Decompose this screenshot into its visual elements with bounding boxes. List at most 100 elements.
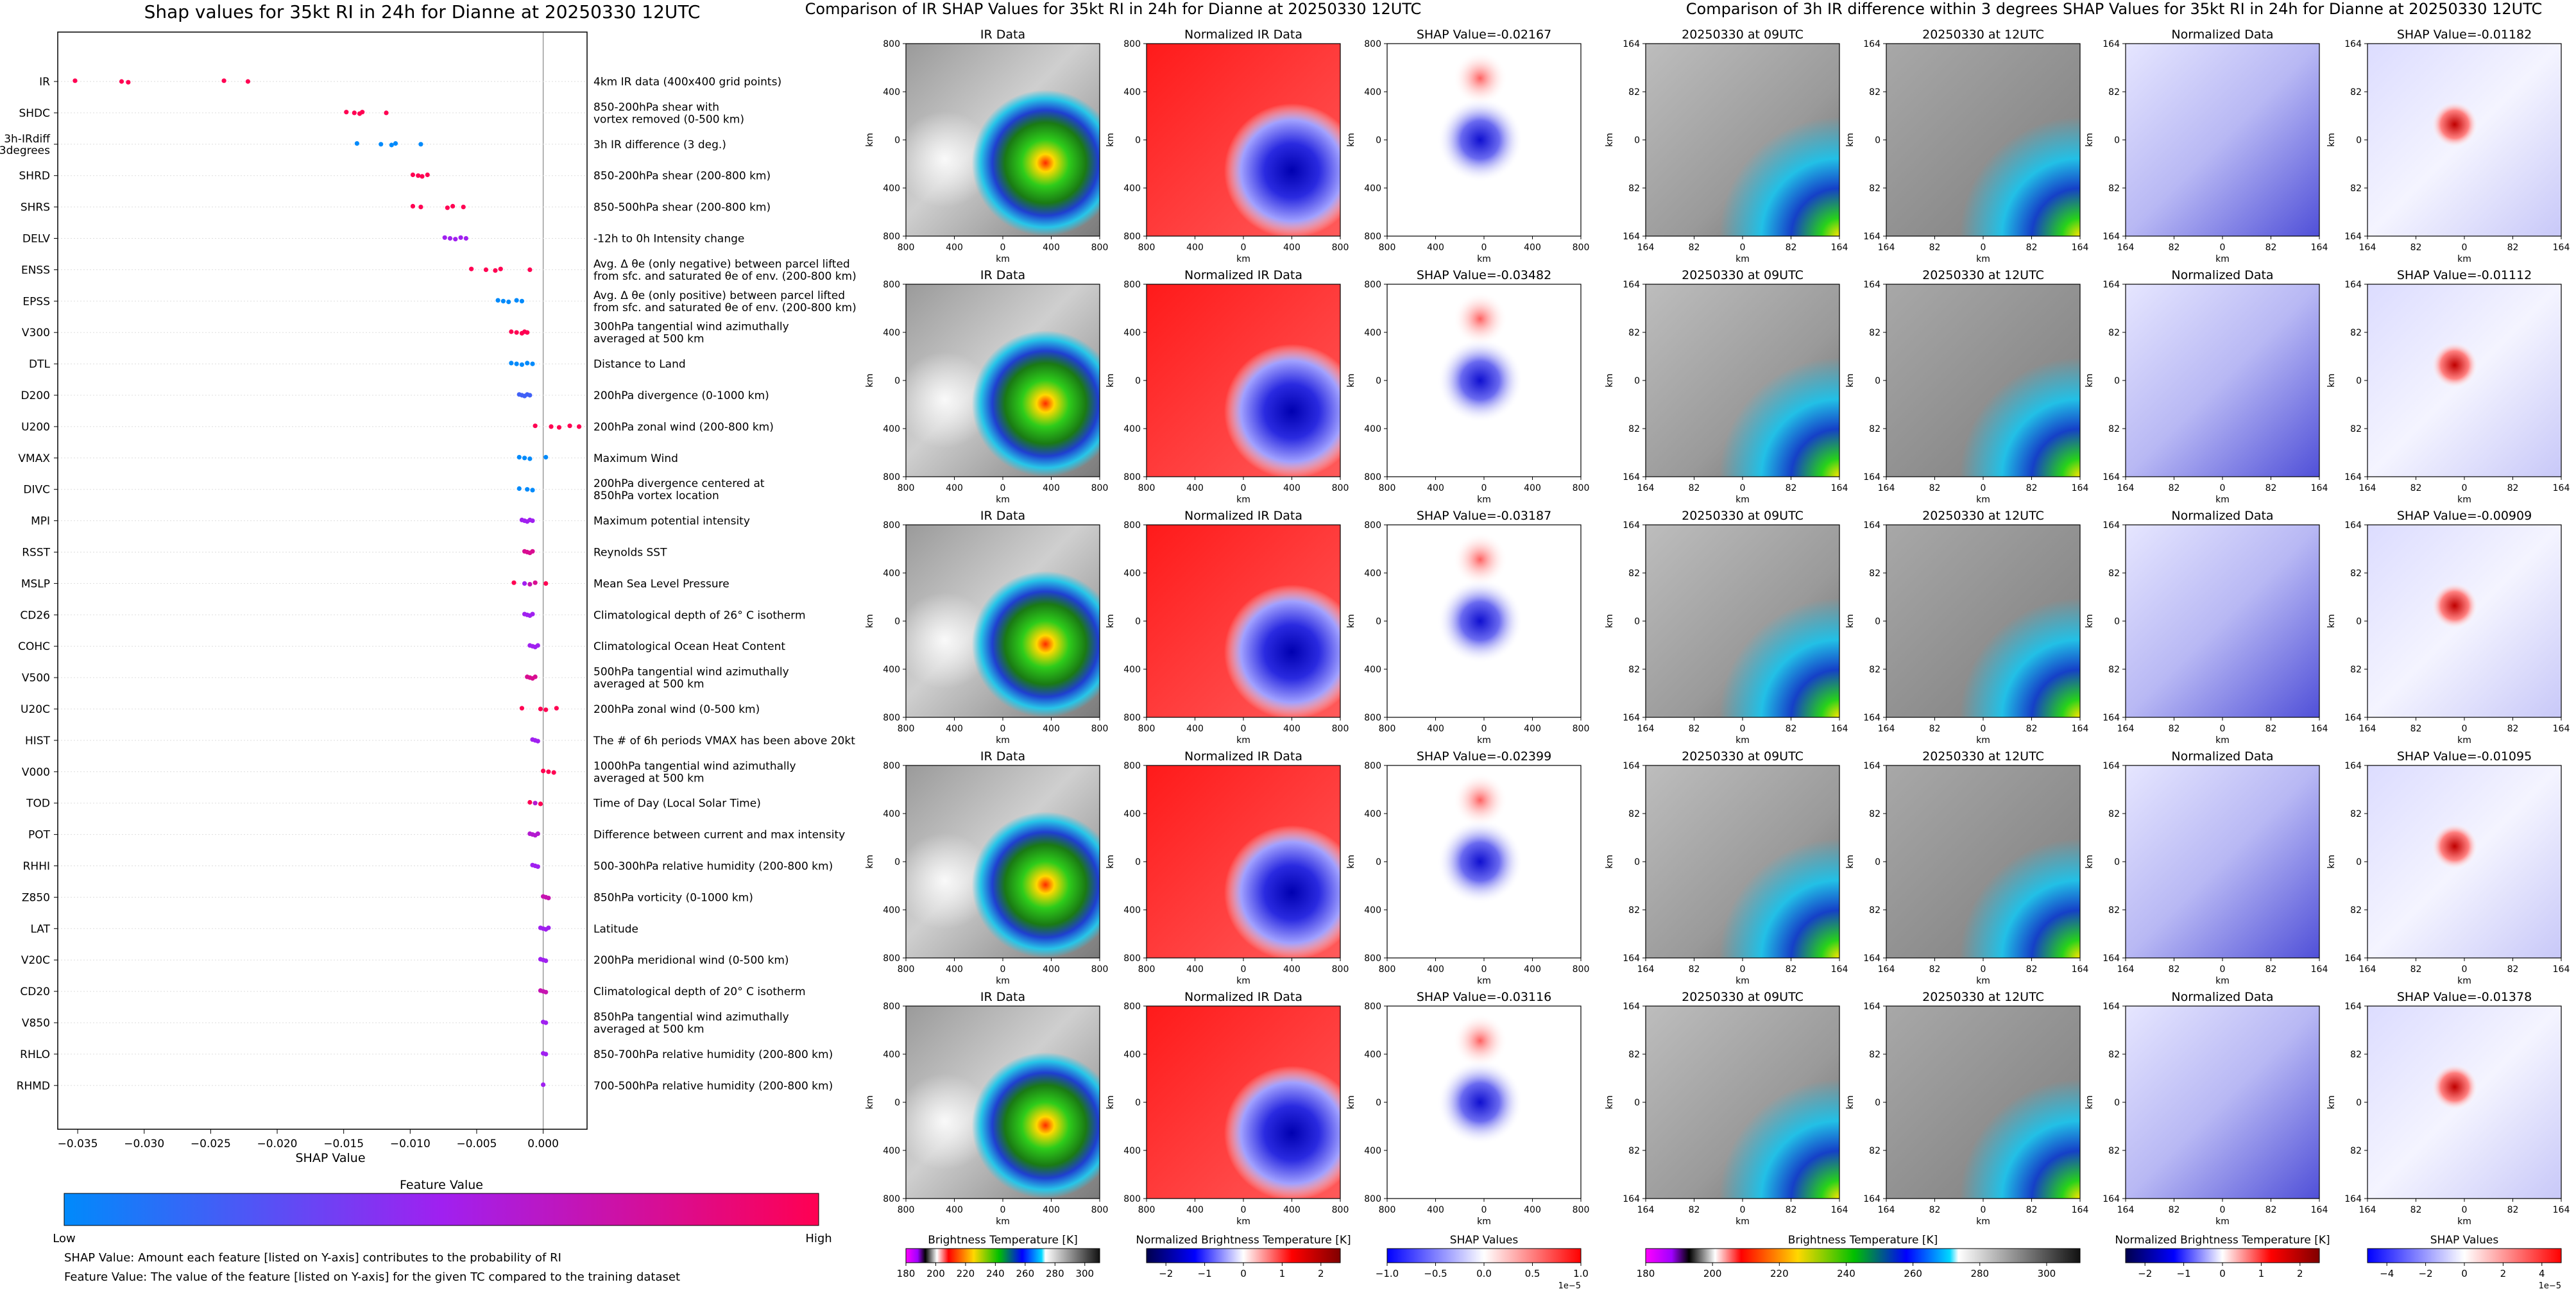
colorbar [1146, 1248, 1341, 1263]
panel-ytick-label: 800 [1123, 1194, 1141, 1204]
feature-code: V500 [22, 672, 50, 685]
shap-point [533, 580, 538, 585]
shap-point [543, 1020, 549, 1025]
shap-point [543, 958, 549, 963]
panel-xlabel: km [2457, 495, 2471, 505]
panel-ytick-label: 0 [1376, 1098, 1381, 1108]
feature-code: U200 [21, 421, 50, 434]
normalized-ir-image-storm [1147, 1006, 1340, 1199]
panel-ytick-label: 0 [2356, 857, 2362, 867]
panel-ytick-label: 82 [1628, 328, 1640, 338]
shap-point [535, 831, 540, 836]
panel-xtick-label: 164 [1878, 724, 1895, 734]
panel-xlabel: km [1736, 976, 1750, 986]
panel-ytick-label: 400 [1364, 424, 1381, 434]
feature-code: CD26 [20, 609, 50, 622]
panel-xtick-label: 400 [1524, 1205, 1541, 1215]
shap-point [567, 423, 572, 429]
panel-ytick-label: 82 [1869, 665, 1881, 675]
shap-point [221, 78, 226, 83]
panel-title: Normalized Data [2171, 990, 2273, 1004]
panel-title: IR Data [980, 990, 1025, 1004]
panel-ytick-label: 800 [1364, 280, 1381, 290]
panel-ytick-label: 82 [1628, 1050, 1640, 1060]
panel-ytick-label: 400 [1123, 905, 1141, 916]
panel-xtick-label: 0 [1740, 243, 1746, 253]
panel-ytick-label: 164 [1863, 280, 1881, 290]
feature-colorbar-low: Low [53, 1232, 75, 1245]
panel-ylabel: km [1605, 1095, 1615, 1109]
panel-ytick-label: 400 [883, 87, 900, 98]
panel-ytick-label: 164 [1623, 1002, 1640, 1012]
panel-xtick-label: 0 [1740, 964, 1746, 975]
panel-ytick-label: 800 [1123, 953, 1141, 964]
panel-title: Normalized IR Data [1184, 990, 1302, 1004]
feature-colorbar-title: Feature Value [400, 1178, 483, 1192]
panel-xtick-label: 164 [2117, 483, 2135, 493]
colorbar-tick-label: 0.0 [1476, 1268, 1492, 1279]
beeswarm-plot: IR 4km IR data (400x400 grid points) SHDC 8… [0, 31, 857, 1165]
panel-xtick-label: 0 [2462, 1205, 2468, 1215]
feature-code: V20C [21, 954, 50, 967]
colorbar-label: SHAP Values [1450, 1234, 1519, 1247]
panel-ytick-label: 800 [1364, 953, 1381, 964]
panel-title: Normalized Data [2171, 268, 2273, 282]
normalized-diff-image [2126, 44, 2319, 236]
diff-shap-positive [2367, 44, 2561, 236]
panel-xtick-label: 400 [1524, 483, 1541, 493]
panel-ytick-label: 0 [1135, 376, 1141, 386]
panel-ytick-label: 800 [883, 761, 900, 771]
panel-title: Normalized Data [2171, 28, 2273, 42]
panel-xtick-label: 800 [1138, 724, 1156, 734]
panel-ytick-label: 0 [1135, 135, 1141, 146]
panel-ytick-label: 82 [1628, 184, 1640, 194]
panel-xtick-label: 400 [1186, 483, 1204, 493]
panel-xtick-label: 164 [2553, 724, 2570, 734]
panel-ytick-label: 0 [1376, 135, 1381, 146]
panel-ytick-label: 164 [2344, 1002, 2362, 1012]
shap-point [511, 580, 516, 585]
ir-image-storm [906, 1006, 1100, 1199]
panel-xtick-label: 164 [1637, 483, 1655, 493]
panel-xtick-label: 164 [2553, 964, 2570, 975]
shap-point [543, 581, 549, 586]
panel-ytick-label: 800 [1364, 713, 1381, 723]
panel-ytick-label: 82 [1869, 1050, 1881, 1060]
panel-xlabel: km [1477, 254, 1491, 264]
panel-xtick-label: 82 [2410, 1205, 2422, 1215]
panel-xtick-label: 164 [2553, 1205, 2570, 1215]
panel-ytick-label: 0 [894, 135, 900, 146]
panel-ytick-label: 400 [1123, 184, 1141, 194]
panel-ylabel: km [1105, 1095, 1116, 1109]
panel-ytick-label: 82 [1628, 424, 1640, 434]
irdiff-panel-grid: 20250330 at 09UTC1641648282008282164164k… [1605, 28, 2570, 1227]
panel-ytick-label: 0 [1376, 857, 1381, 867]
shap-point [551, 770, 556, 775]
panel-ylabel: km [1105, 855, 1116, 869]
colorbar-label: Normalized Brightness Temperature [K] [1136, 1234, 1351, 1247]
panel-ylabel: km [2326, 373, 2337, 388]
shap-point [535, 738, 540, 744]
panel-ylabel: km [1845, 855, 1855, 869]
normalized-ir-image-storm [1147, 765, 1340, 958]
panel-ylabel: km [1346, 855, 1356, 869]
panel-xtick-label: 0 [1740, 1205, 1746, 1215]
feature-code: D200 [21, 389, 50, 402]
panel-xtick-label: 800 [1332, 483, 1349, 493]
shap-point [393, 141, 398, 146]
feature-description: 4km IR data (400x400 grid points) [593, 76, 781, 89]
panel-ytick-label: 800 [1123, 761, 1141, 771]
panel-xtick-label: 800 [1091, 483, 1109, 493]
feature-description: 500-300hPa relative humidity (200-800 km… [593, 860, 833, 873]
panel-ytick-label: 0 [894, 1098, 900, 1108]
feature-description: Distance to Land [593, 358, 686, 371]
panel-ytick-label: 164 [2103, 280, 2120, 290]
colorbar-label: SHAP Values [2430, 1234, 2499, 1247]
xtick-label: −0.010 [390, 1138, 431, 1150]
feature-description: 850-200hPa shear (200-800 km) [593, 170, 771, 183]
shap-point [418, 205, 423, 210]
panel-xtick-label: 800 [1332, 964, 1349, 975]
panel-xtick-label: 0 [1981, 243, 1986, 253]
shap-point [522, 581, 527, 586]
panel-ytick-label: 82 [2108, 568, 2120, 579]
